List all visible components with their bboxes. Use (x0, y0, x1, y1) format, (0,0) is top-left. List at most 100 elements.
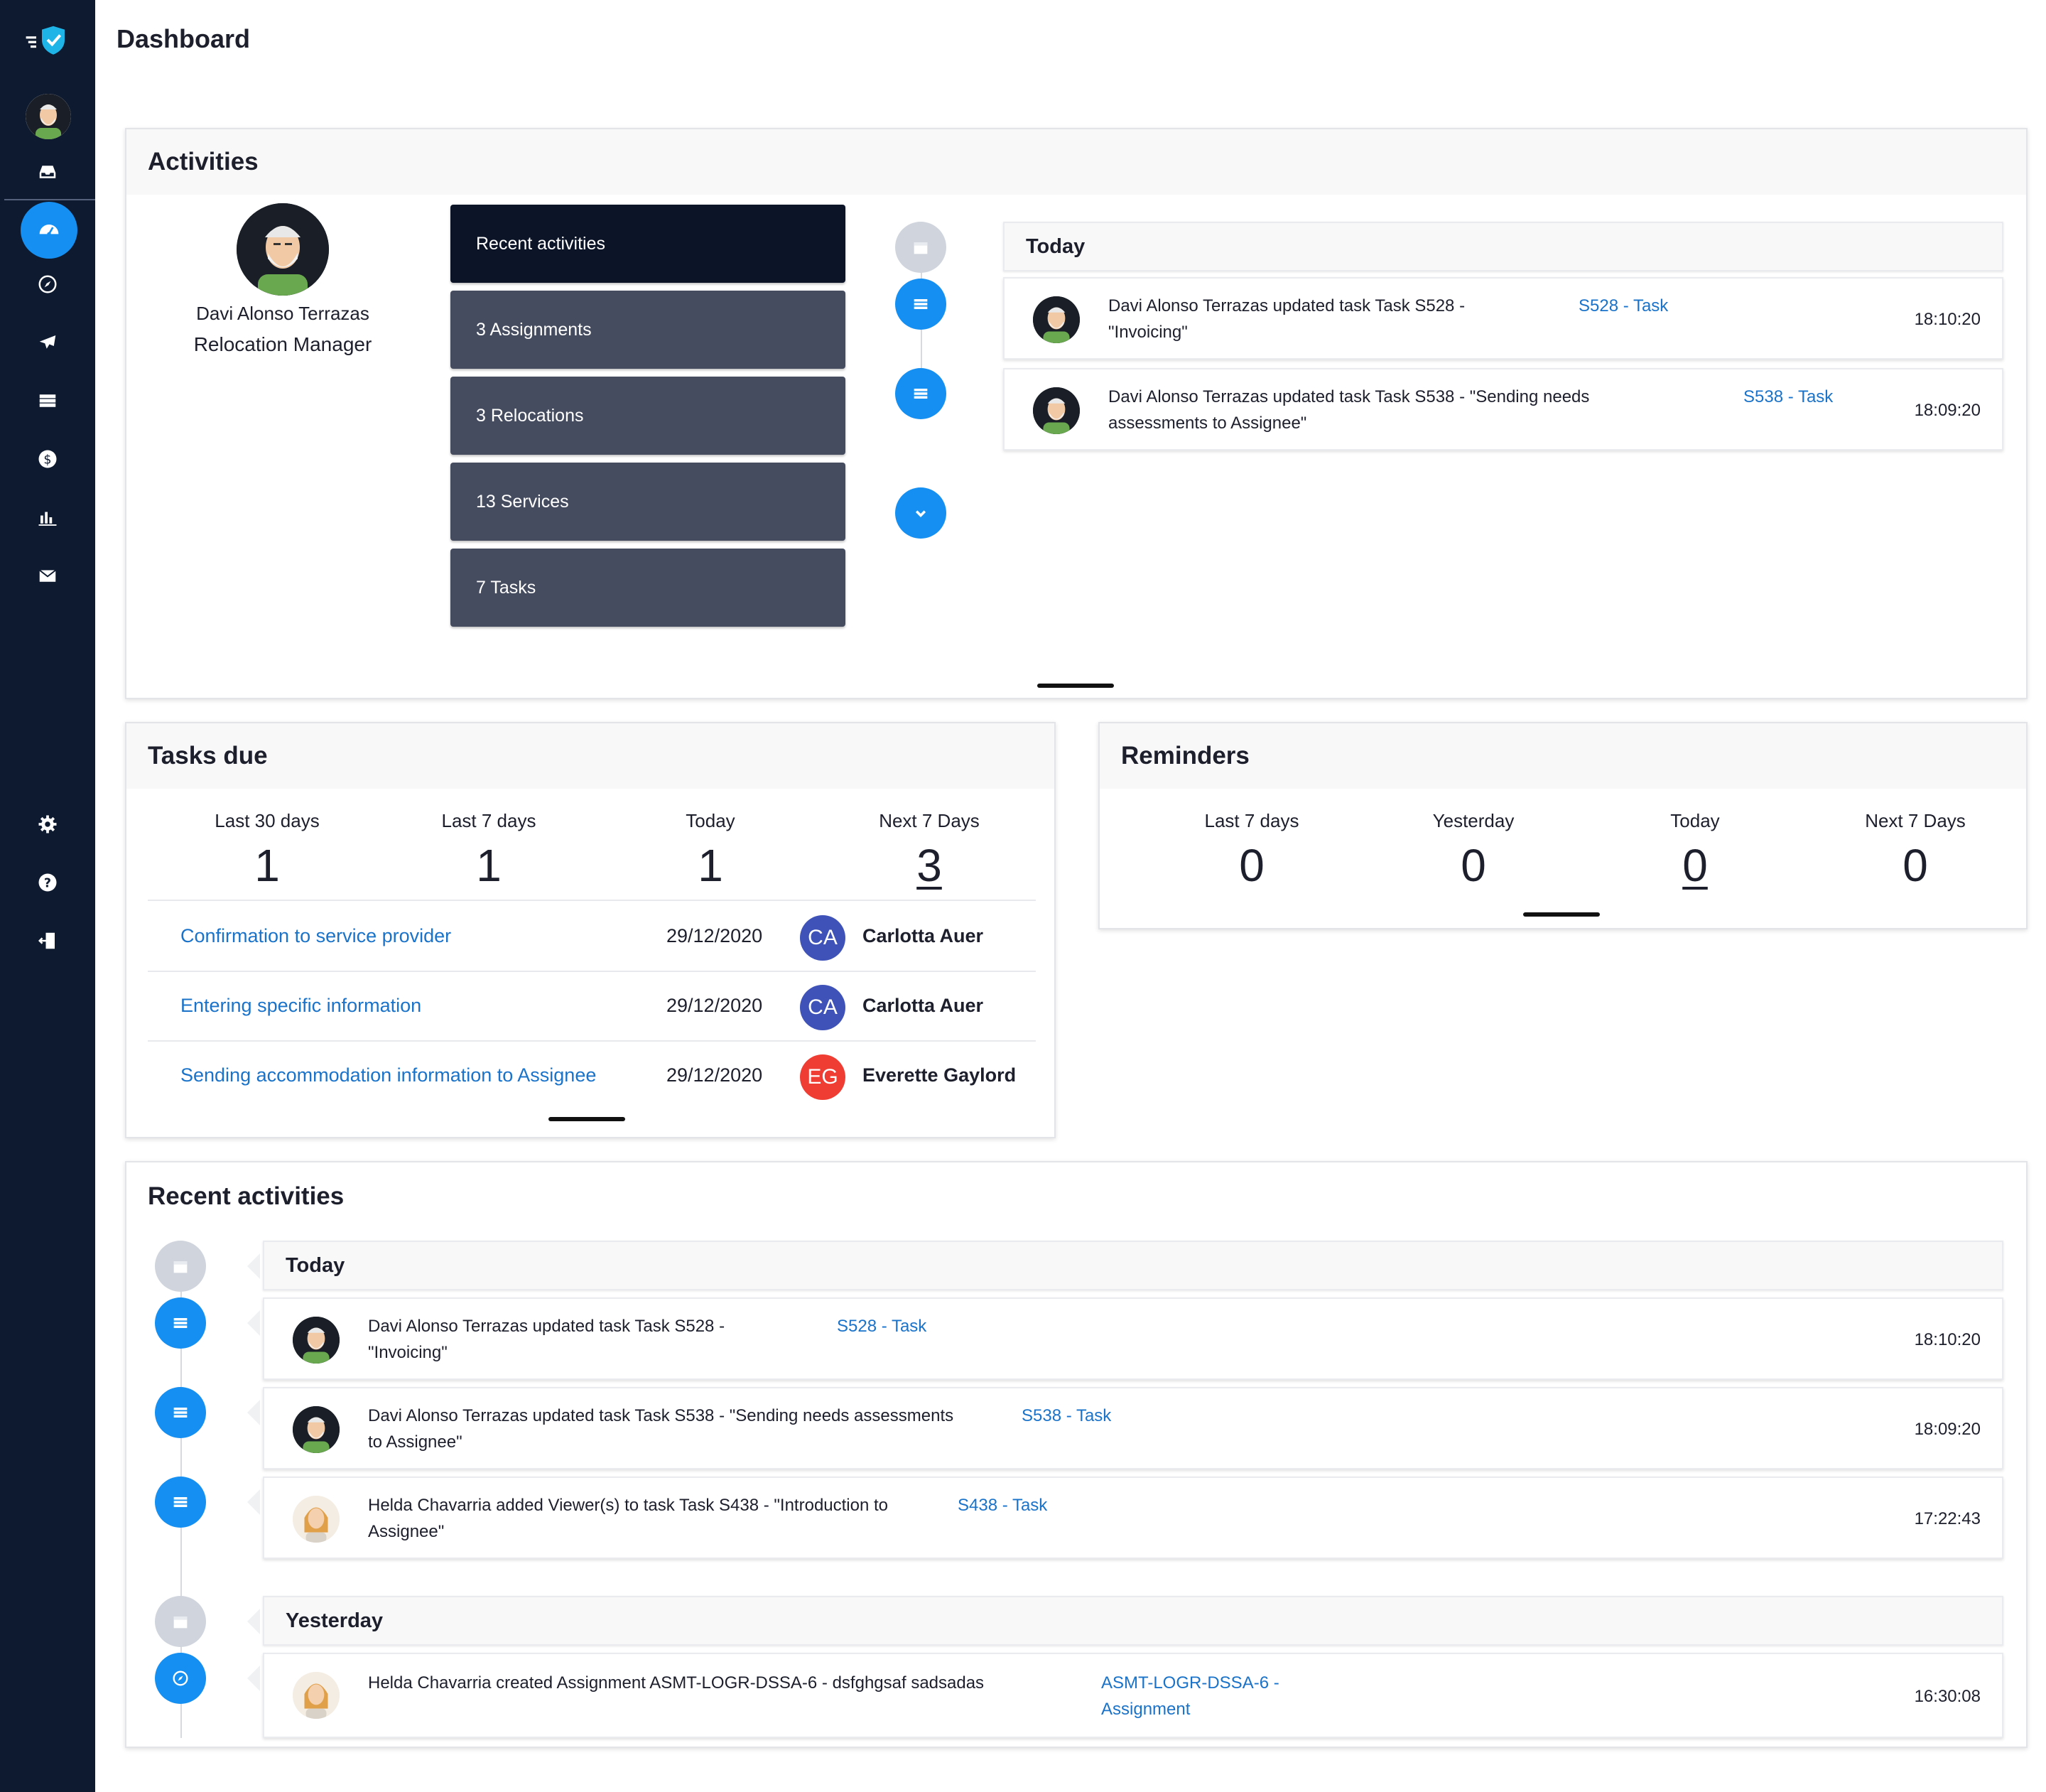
divider (148, 1040, 1036, 1042)
activity-text: Davi Alonso Terrazas updated task Task S… (1108, 296, 1466, 342)
assignments-button[interactable]: 3 Assignments (450, 291, 845, 369)
user-initials-avatar: CA (800, 985, 845, 1030)
activity-text: Davi Alonso Terrazas updated task Task S… (368, 1406, 954, 1452)
task-date: 29/12/2020 (666, 995, 763, 1016)
task-icon (895, 279, 946, 330)
services-button[interactable]: 13 Services (450, 463, 845, 541)
task-icon (155, 1477, 206, 1528)
relocations-button[interactable]: 3 Relocations (450, 377, 845, 455)
reports-icon[interactable] (0, 496, 95, 539)
compass-icon[interactable] (0, 263, 95, 306)
dashboard-icon[interactable] (21, 202, 77, 259)
timeline-caret (247, 1400, 260, 1425)
activity-text: Helda Chavarria added Viewer(s) to task … (368, 1496, 889, 1541)
activity-time: 16:30:08 (1914, 1687, 1981, 1706)
expand-chevron-icon[interactable] (895, 487, 946, 539)
activity-link[interactable]: S438 - Task (958, 1496, 1048, 1515)
tasks-button[interactable]: 7 Tasks (450, 549, 845, 627)
services-icon[interactable] (0, 379, 95, 422)
recent-activities-card: Recent activities Today Davi Alonso Terr… (125, 1161, 2028, 1748)
stat-last-7-days[interactable]: Last 7 days 1 (441, 810, 536, 891)
activity-time: 18:09:20 (1914, 401, 1981, 420)
timeline-caret (247, 1609, 260, 1634)
user-avatar (293, 1672, 340, 1719)
reminders-title: Reminders (1100, 723, 2026, 789)
activity-time: 17:22:43 (1914, 1509, 1981, 1528)
activity-entry: Davi Alonso Terrazas updated task Task S… (1003, 368, 2003, 450)
dollar-icon[interactable]: $ (0, 438, 95, 480)
activity-entry: Davi Alonso Terrazas updated task Task S… (263, 1297, 2003, 1380)
user-avatar (1033, 387, 1080, 434)
reminder-yesterday[interactable]: Yesterday 0 (1432, 810, 1515, 891)
menu-logo-icon[interactable] (0, 18, 95, 61)
reminder-last-7-days[interactable]: Last 7 days 0 (1204, 810, 1299, 891)
scroll-indicator[interactable] (548, 1117, 625, 1121)
settings-icon[interactable] (0, 803, 95, 846)
svg-text:$: $ (43, 453, 51, 467)
task-icon (155, 1387, 206, 1438)
activity-link[interactable]: S528 - Task (837, 1317, 927, 1336)
activity-time: 18:10:20 (1914, 1330, 1981, 1349)
activity-link[interactable]: S538 - Task (1743, 387, 1834, 406)
user-avatar (293, 1317, 340, 1364)
task-date: 29/12/2020 (666, 925, 763, 946)
task-assignee: Carlotta Auer (862, 995, 984, 1016)
profile-role: Relocation Manager (193, 333, 372, 355)
plane-icon[interactable] (0, 321, 95, 364)
scroll-indicator[interactable] (1523, 912, 1600, 917)
stat-last-30-days[interactable]: Last 30 days 1 (215, 810, 320, 891)
reminder-next-7-days[interactable]: Next 7 Days 0 (1865, 810, 1966, 891)
activity-entry: Davi Alonso Terrazas updated task Task S… (263, 1387, 2003, 1469)
logout-icon[interactable] (0, 919, 95, 962)
activity-time: 18:10:20 (1914, 310, 1981, 329)
calendar-icon (155, 1596, 206, 1647)
task-link[interactable]: Entering specific information (180, 995, 422, 1016)
day-heading-today: Today (1003, 222, 2003, 271)
activity-link[interactable]: S528 - Task (1579, 296, 1669, 315)
activities-card: Activities Davi Alonso Terrazas Relocati… (125, 128, 2028, 699)
timeline-caret (247, 1310, 260, 1336)
task-icon (895, 368, 946, 419)
mail-icon[interactable] (0, 554, 95, 597)
task-row: Entering specific information 29/12/2020… (148, 971, 1036, 1040)
divider (148, 900, 1036, 901)
task-date: 29/12/2020 (666, 1064, 763, 1086)
scroll-indicator[interactable] (1037, 684, 1114, 688)
activity-filter-buttons: Recent activities 3 Assignments 3 Reloca… (450, 205, 845, 635)
activity-time: 18:09:20 (1914, 1420, 1981, 1439)
activity-link[interactable]: ASMT-LOGR-DSSA-6 - Assignment (1101, 1673, 1279, 1719)
day-heading-yesterday: Yesterday (263, 1596, 2003, 1646)
activity-link[interactable]: S538 - Task (1022, 1406, 1112, 1425)
divider (148, 971, 1036, 972)
user-avatar (1033, 296, 1080, 343)
avatar[interactable] (26, 94, 71, 139)
task-icon (155, 1297, 206, 1349)
sidebar-divider (4, 199, 95, 200)
stat-next-7-days[interactable]: Next 7 Days 3 (879, 810, 980, 891)
tasks-due-title: Tasks due (126, 723, 1054, 789)
activity-text: Helda Chavarria created Assignment ASMT-… (368, 1673, 985, 1693)
stat-today[interactable]: Today 1 (686, 810, 735, 891)
task-link[interactable]: Confirmation to service provider (180, 925, 452, 946)
activity-entry: Davi Alonso Terrazas updated task Task S… (1003, 277, 2003, 360)
profile-name: Davi Alonso Terrazas (196, 303, 369, 324)
tasks-due-card: Tasks due Last 30 days 1 Last 7 days 1 T… (125, 722, 1056, 1138)
recent-activities-button[interactable]: Recent activities (450, 205, 845, 283)
activity-text: Davi Alonso Terrazas updated task Task S… (368, 1317, 725, 1362)
timeline-caret (247, 1489, 260, 1515)
task-row: Confirmation to service provider 29/12/2… (148, 901, 1036, 971)
task-row: Sending accommodation information to Ass… (148, 1040, 1036, 1110)
profile-avatar (237, 203, 329, 296)
activity-entry: Helda Chavarria added Viewer(s) to task … (263, 1477, 2003, 1559)
task-link[interactable]: Sending accommodation information to Ass… (180, 1064, 597, 1086)
day-heading-today: Today (263, 1241, 2003, 1290)
page-title: Dashboard (117, 24, 251, 53)
inbox-icon[interactable] (0, 151, 95, 193)
task-assignee: Everette Gaylord (862, 1064, 1017, 1086)
help-icon[interactable]: ? (0, 861, 95, 904)
reminder-today[interactable]: Today 0 (1670, 810, 1720, 891)
user-avatar (293, 1406, 340, 1453)
timeline-caret (247, 1666, 260, 1691)
activity-text: Davi Alonso Terrazas updated task Task S… (1108, 387, 1590, 433)
user-initials-avatar: EG (800, 1054, 845, 1100)
